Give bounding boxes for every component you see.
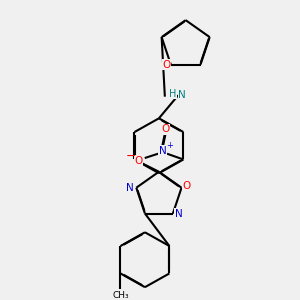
- Text: CH₃: CH₃: [112, 291, 129, 300]
- Text: O: O: [183, 181, 191, 191]
- Text: O: O: [135, 156, 143, 166]
- Text: H: H: [169, 89, 177, 99]
- Text: N: N: [127, 183, 134, 193]
- Text: O: O: [162, 60, 170, 70]
- Text: N: N: [175, 208, 183, 218]
- Text: O: O: [161, 124, 170, 134]
- Text: +: +: [167, 141, 173, 150]
- Text: −: −: [126, 150, 136, 163]
- Text: N: N: [178, 90, 186, 100]
- Text: N: N: [159, 146, 167, 156]
